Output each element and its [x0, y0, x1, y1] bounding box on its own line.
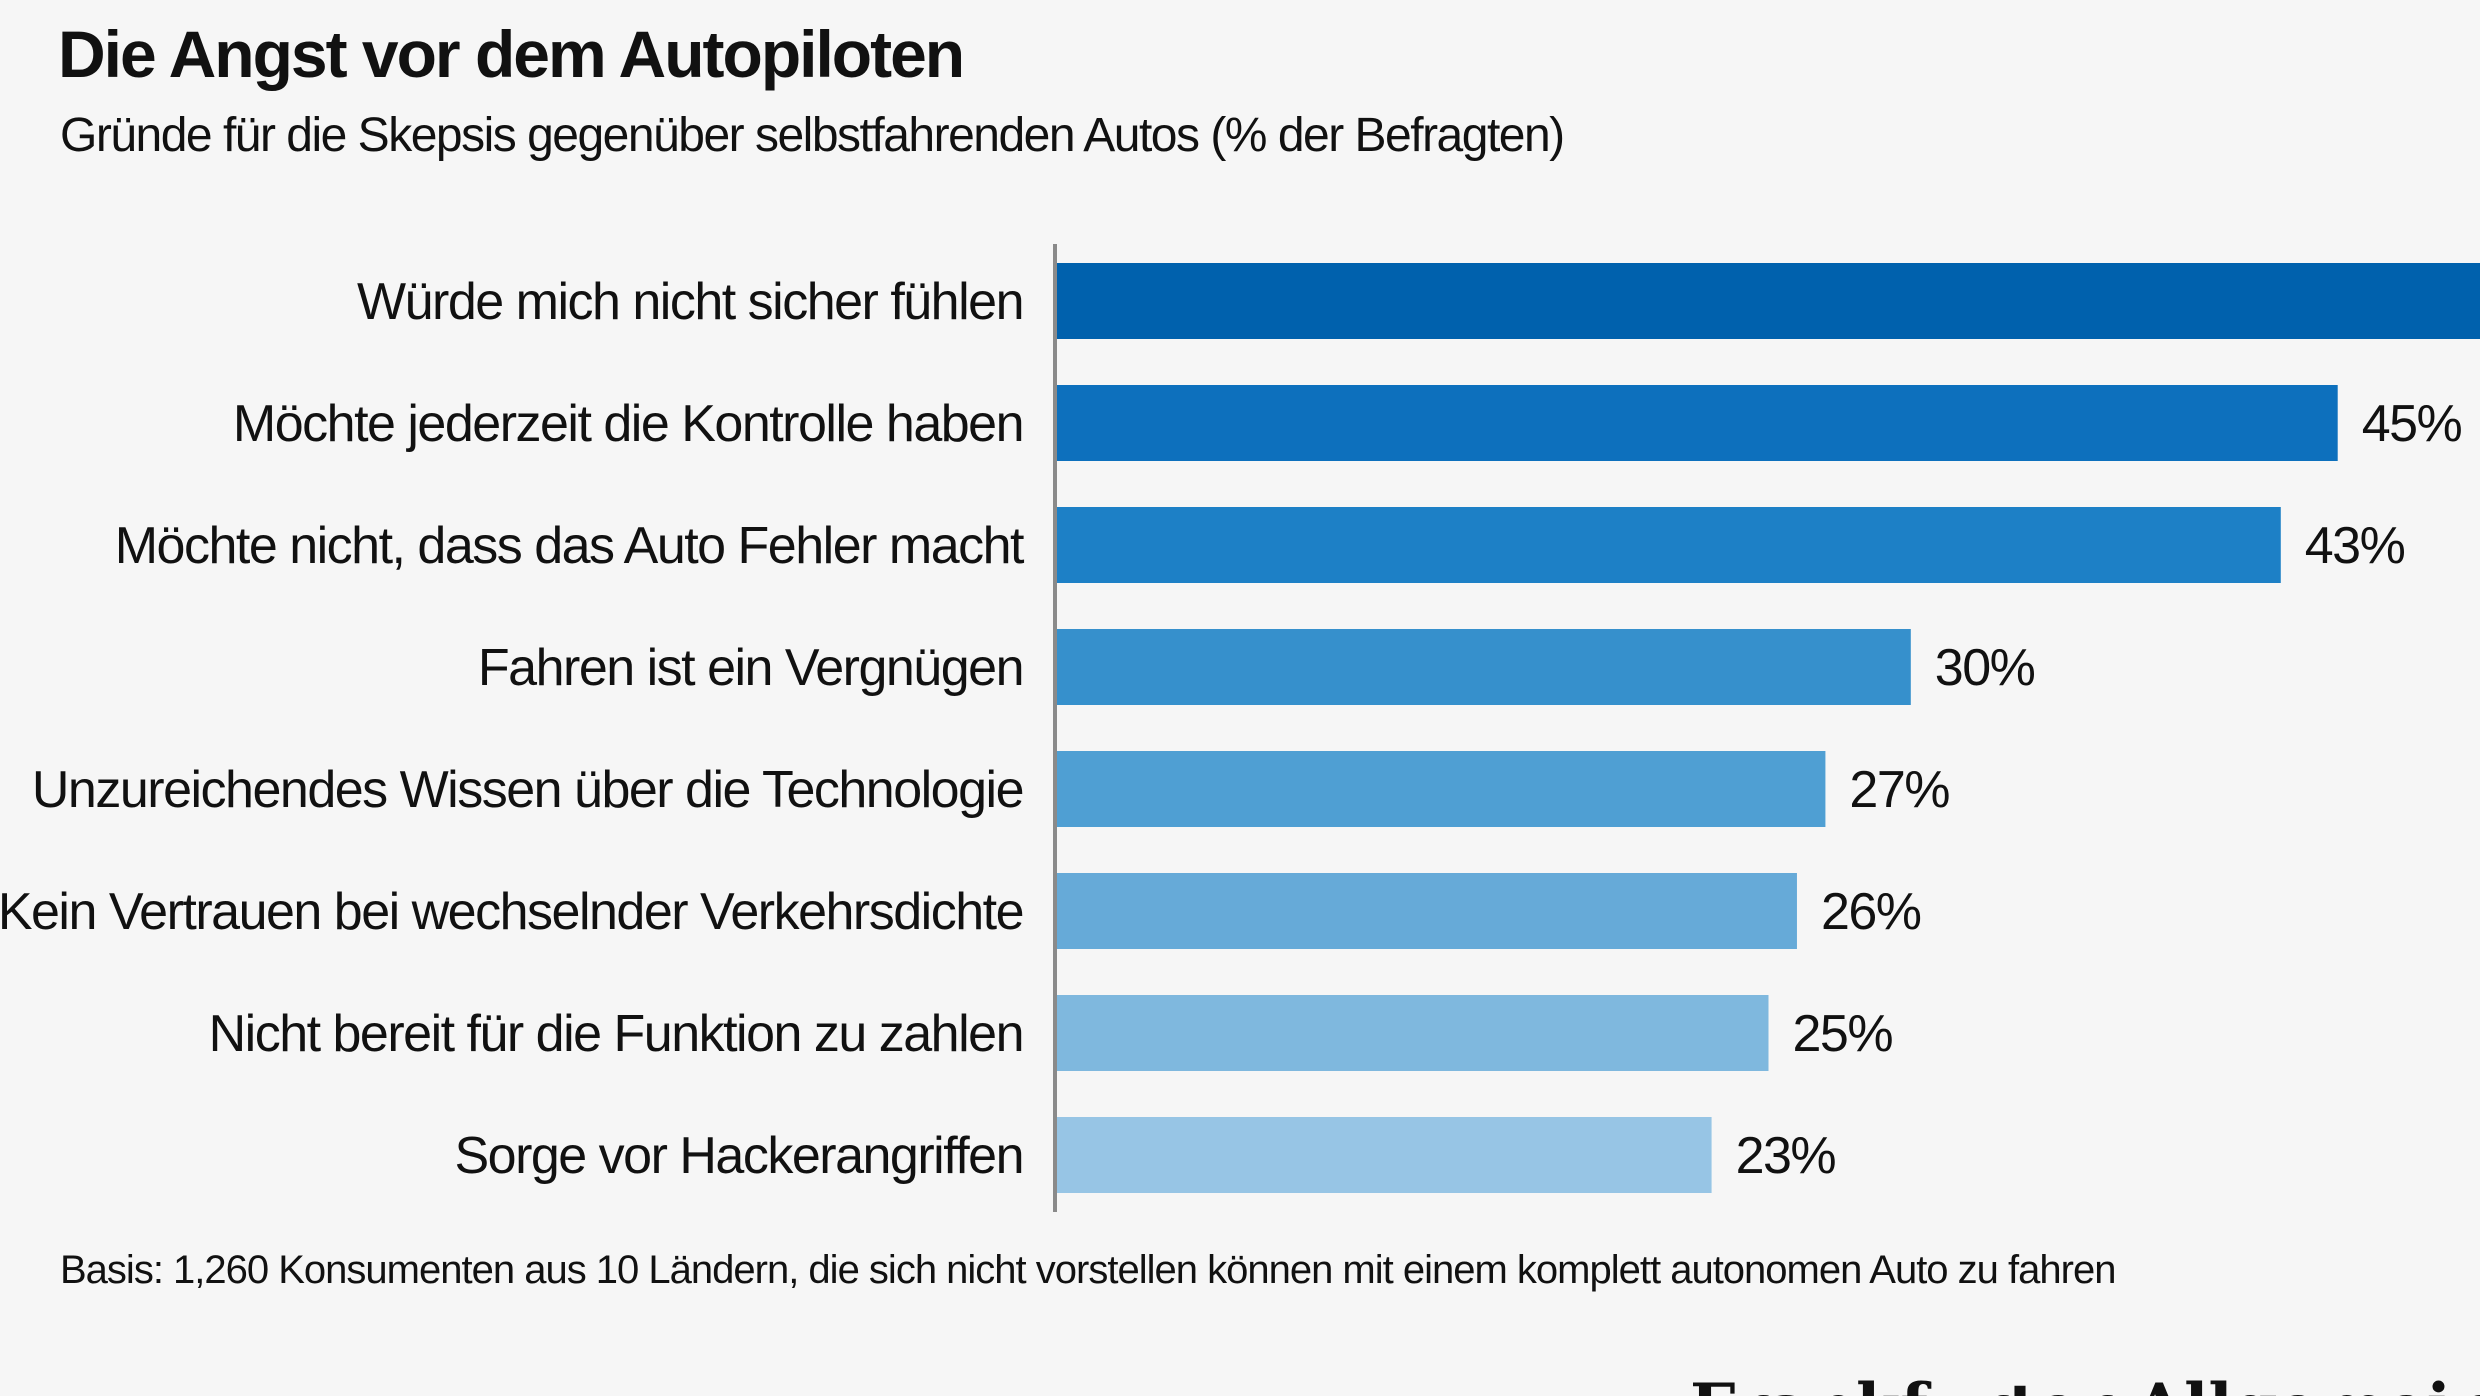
- bars-layer: Würde mich nicht sicher fühlen Möchte jed…: [0, 263, 2480, 1193]
- category-label-1: Möchte jederzeit die Kontrolle haben: [233, 395, 1023, 453]
- category-label-6: Nicht bereit für die Funktion zu zahlen: [209, 1005, 1023, 1063]
- value-label-4: 27%: [1849, 761, 1949, 819]
- value-label-3: 30%: [1935, 639, 2035, 697]
- value-label-1: 45%: [2362, 395, 2462, 453]
- bar-2: [1057, 507, 2281, 583]
- source-logo: Frankfurter Allgemeine: [1690, 1370, 2480, 1396]
- category-label-0: Würde mich nicht sicher fühlen: [357, 273, 1023, 331]
- value-label-6: 25%: [1793, 1005, 1893, 1063]
- bar-5: [1057, 873, 1797, 949]
- category-label-7: Sorge vor Hackerangriffen: [454, 1127, 1023, 1185]
- category-label-2: Möchte nicht, dass das Auto Fehler macht: [115, 517, 1025, 575]
- bar-7: [1057, 1117, 1712, 1193]
- chart-subtitle: Gründe für die Skepsis gegenüber selbstf…: [60, 109, 1565, 162]
- category-label-5: Kein Vertrauen bei wechselnder Verkehrsd…: [0, 883, 1023, 941]
- value-label-7: 23%: [1736, 1127, 1836, 1185]
- category-label-3: Fahren ist ein Vergnügen: [478, 639, 1023, 697]
- bar-6: [1057, 995, 1769, 1071]
- bar-0: [1057, 263, 2480, 339]
- bar-4: [1057, 751, 1826, 827]
- bar-3: [1057, 629, 1911, 705]
- category-label-4: Unzureichendes Wissen über die Technolog…: [32, 761, 1023, 819]
- footnote: Basis: 1,260 Konsumenten aus 10 Ländern,…: [60, 1248, 2116, 1292]
- bar-1: [1057, 385, 2338, 461]
- chart-title: Die Angst vor dem Autopiloten: [58, 17, 965, 91]
- value-label-2: 43%: [2305, 517, 2405, 575]
- value-label-5: 26%: [1821, 883, 1921, 941]
